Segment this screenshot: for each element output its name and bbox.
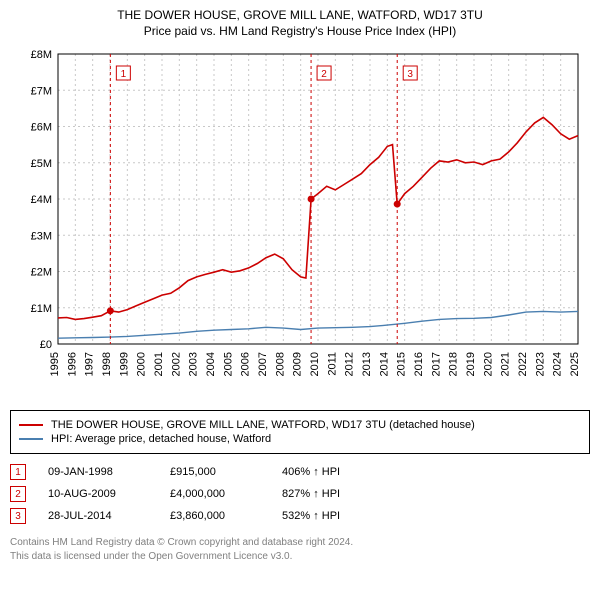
svg-text:2024: 2024 bbox=[552, 352, 564, 376]
legend-swatch bbox=[19, 438, 43, 440]
transactions-table: 1 09-JAN-1998 £915,000 406% ↑ HPI 2 10-A… bbox=[10, 464, 590, 524]
svg-text:2008: 2008 bbox=[274, 352, 286, 376]
svg-text:£7M: £7M bbox=[31, 85, 52, 97]
svg-text:1998: 1998 bbox=[101, 352, 113, 376]
svg-text:2010: 2010 bbox=[309, 352, 321, 376]
svg-text:2001: 2001 bbox=[153, 352, 165, 376]
svg-text:1995: 1995 bbox=[49, 352, 61, 376]
transaction-badge: 1 bbox=[10, 464, 26, 480]
legend-label: HPI: Average price, detached house, Watf… bbox=[51, 433, 271, 445]
chart: £0 £1M £2M £3M £4M £5M £6M £7M £8M 1995 1996 1997 19… bbox=[10, 44, 590, 404]
svg-text:£6M: £6M bbox=[31, 122, 52, 134]
legend-row: HPI: Average price, detached house, Watf… bbox=[19, 433, 581, 445]
footer-line: This data is licensed under the Open Gov… bbox=[10, 550, 590, 564]
svg-text:2009: 2009 bbox=[292, 352, 304, 376]
svg-text:2: 2 bbox=[321, 69, 327, 80]
svg-text:£4M: £4M bbox=[31, 194, 52, 206]
svg-text:2019: 2019 bbox=[465, 352, 477, 376]
chart-svg: £0 £1M £2M £3M £4M £5M £6M £7M £8M 1995 1996 1997 19… bbox=[10, 44, 590, 404]
transaction-hpi: 827% ↑ HPI bbox=[282, 488, 392, 500]
svg-text:2021: 2021 bbox=[500, 352, 512, 376]
svg-text:2006: 2006 bbox=[240, 352, 252, 376]
svg-text:2016: 2016 bbox=[413, 352, 425, 376]
svg-text:2022: 2022 bbox=[517, 352, 529, 376]
transaction-hpi: 406% ↑ HPI bbox=[282, 466, 392, 478]
svg-text:1997: 1997 bbox=[84, 352, 96, 376]
transaction-hpi: 532% ↑ HPI bbox=[282, 510, 392, 522]
svg-text:2013: 2013 bbox=[361, 352, 373, 376]
legend: THE DOWER HOUSE, GROVE MILL LANE, WATFOR… bbox=[10, 410, 590, 454]
table-row: 3 28-JUL-2014 £3,860,000 532% ↑ HPI bbox=[10, 508, 590, 524]
svg-text:2004: 2004 bbox=[205, 352, 217, 376]
svg-text:2018: 2018 bbox=[448, 352, 460, 376]
svg-text:£2M: £2M bbox=[31, 267, 52, 279]
svg-text:£0: £0 bbox=[40, 339, 52, 351]
svg-text:2007: 2007 bbox=[257, 352, 269, 376]
svg-text:1999: 1999 bbox=[118, 352, 130, 376]
title-address: THE DOWER HOUSE, GROVE MILL LANE, WATFOR… bbox=[10, 8, 590, 22]
transaction-price: £915,000 bbox=[170, 466, 260, 478]
transaction-badge: 3 bbox=[10, 508, 26, 524]
svg-text:2017: 2017 bbox=[430, 352, 442, 376]
svg-text:1: 1 bbox=[121, 69, 127, 80]
svg-text:1996: 1996 bbox=[66, 352, 78, 376]
svg-text:2025: 2025 bbox=[569, 352, 581, 376]
legend-row: THE DOWER HOUSE, GROVE MILL LANE, WATFOR… bbox=[19, 419, 581, 431]
svg-text:£3M: £3M bbox=[31, 230, 52, 242]
transaction-badge: 2 bbox=[10, 486, 26, 502]
svg-text:2015: 2015 bbox=[396, 352, 408, 376]
svg-text:2014: 2014 bbox=[378, 352, 390, 376]
svg-text:3: 3 bbox=[407, 69, 413, 80]
svg-text:2005: 2005 bbox=[222, 352, 234, 376]
transaction-date: 10-AUG-2009 bbox=[48, 488, 148, 500]
title-subtitle: Price paid vs. HM Land Registry's House … bbox=[10, 24, 590, 38]
transaction-date: 09-JAN-1998 bbox=[48, 466, 148, 478]
svg-text:2002: 2002 bbox=[170, 352, 182, 376]
svg-text:2020: 2020 bbox=[482, 352, 494, 376]
svg-text:2003: 2003 bbox=[188, 352, 200, 376]
transaction-date: 28-JUL-2014 bbox=[48, 510, 148, 522]
page-container: THE DOWER HOUSE, GROVE MILL LANE, WATFOR… bbox=[0, 0, 600, 573]
transaction-price: £3,860,000 bbox=[170, 510, 260, 522]
svg-text:£8M: £8M bbox=[31, 49, 52, 61]
footer: Contains HM Land Registry data © Crown c… bbox=[10, 536, 590, 563]
svg-text:£5M: £5M bbox=[31, 158, 52, 170]
legend-swatch bbox=[19, 424, 43, 426]
svg-text:2023: 2023 bbox=[534, 352, 546, 376]
title-block: THE DOWER HOUSE, GROVE MILL LANE, WATFOR… bbox=[10, 8, 590, 38]
svg-text:2012: 2012 bbox=[344, 352, 356, 376]
table-row: 2 10-AUG-2009 £4,000,000 827% ↑ HPI bbox=[10, 486, 590, 502]
footer-line: Contains HM Land Registry data © Crown c… bbox=[10, 536, 590, 550]
transaction-price: £4,000,000 bbox=[170, 488, 260, 500]
svg-text:2000: 2000 bbox=[136, 352, 148, 376]
legend-label: THE DOWER HOUSE, GROVE MILL LANE, WATFOR… bbox=[51, 419, 475, 431]
table-row: 1 09-JAN-1998 £915,000 406% ↑ HPI bbox=[10, 464, 590, 480]
svg-text:£1M: £1M bbox=[31, 303, 52, 315]
svg-text:2011: 2011 bbox=[326, 352, 338, 376]
